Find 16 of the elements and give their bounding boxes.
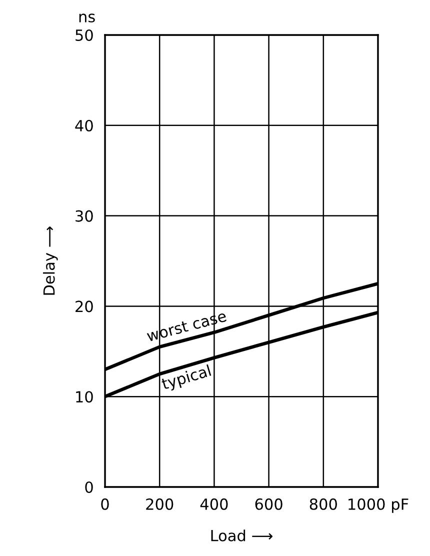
x-tick-label: 400 (200, 498, 228, 510)
text: ns (79, 14, 95, 22)
x-tick-label: 200 (146, 498, 174, 510)
y-tick-label: 50 (76, 29, 93, 42)
x-tick-label: 600 (255, 498, 282, 510)
y-tick-label: 40 (75, 120, 93, 132)
y-tick-label: 0 (85, 481, 93, 494)
y-tick-label: 20 (76, 300, 93, 312)
x-tick-label: 0 (101, 498, 109, 510)
y-tick-label: 10 (76, 391, 93, 403)
x-tick-label: 800 (310, 498, 337, 510)
x-tick-label: 1000 pF (348, 498, 408, 513)
x-axis-title: Load ⟶ (211, 530, 272, 542)
text: worst case (146, 310, 227, 342)
y-axis-title: Delay ⟶ (42, 226, 58, 295)
y-tick-label: 30 (76, 210, 93, 222)
